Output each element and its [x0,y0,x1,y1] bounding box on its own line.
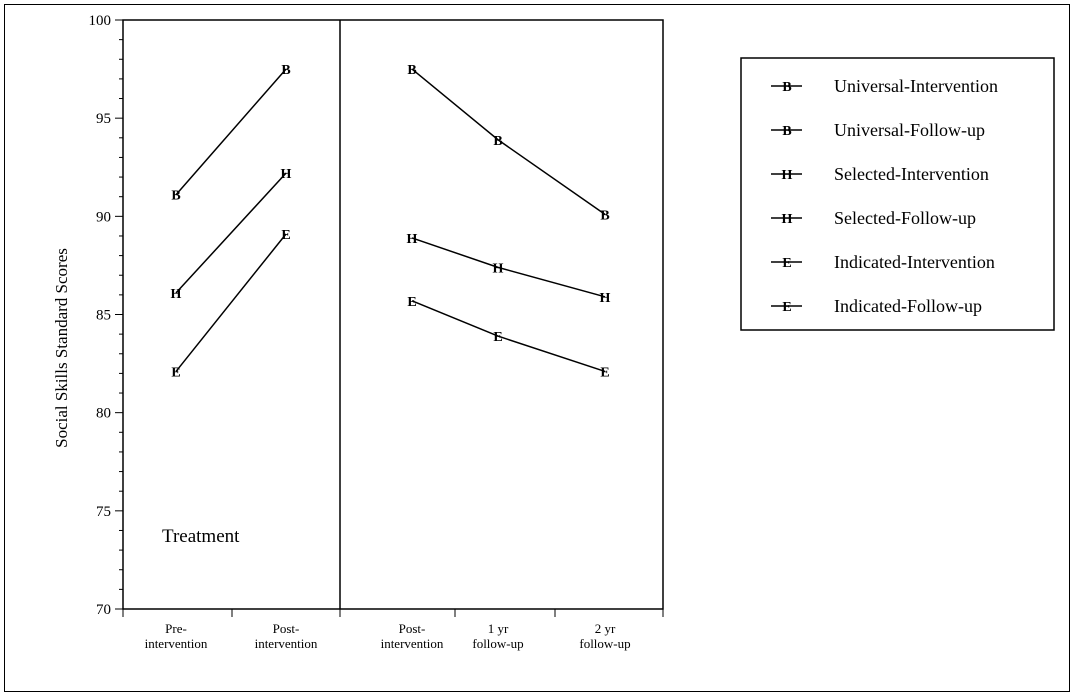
x-axis: Pre-interventionPost-interventionPost-in… [122,609,664,651]
data-point-marker: E [600,365,609,380]
y-tick-label: 90 [96,209,111,225]
data-point-marker: E [407,295,416,310]
y-axis: 70 75 80 85 90 95 100 [89,13,123,618]
legend-marker: E [782,256,791,271]
series-universal-follow-up: B B B [407,63,609,223]
data-point-marker: B [171,189,180,204]
series-line [411,300,606,373]
x-tick-label: intervention [381,636,444,651]
x-tick-label: intervention [255,636,318,651]
legend: B Universal-Intervention B Universal-Follow… [740,57,1055,331]
legend-label: Indicated-Intervention [834,252,995,272]
data-point-marker: H [281,167,292,182]
data-point-marker: B [493,134,502,149]
y-tick-label: 100 [89,13,112,29]
legend-marker: B [782,124,791,139]
series-indicated-intervention: EE [171,228,290,380]
x-tick-label: follow-up [579,636,630,651]
y-tick-label: 95 [96,111,111,127]
x-tick-label: Post- [399,621,426,636]
y-tick-label: 85 [96,308,111,324]
x-tick-label: 2 yr [595,621,616,636]
legend-marker: B [782,80,791,95]
treatment-annotation: Treatment [162,526,240,547]
x-tick-label: follow-up [472,636,523,651]
series-line [411,68,606,215]
series-line [175,68,287,196]
series-universal-intervention: BB [171,63,290,204]
data-point-marker: E [171,365,180,380]
legend-item: E Indicated-Follow-up [771,296,982,316]
series-line [411,237,606,298]
legend-label: Indicated-Follow-up [834,296,982,316]
series-selected-intervention: HH [171,167,292,302]
series-line [175,233,287,372]
legend-label: Universal-Follow-up [834,120,985,140]
legend-label: Selected-Follow-up [834,208,976,228]
legend-marker: E [782,300,791,315]
legend-item: H Selected-Follow-up [771,208,976,228]
legend-marker: H [782,212,793,227]
legend-label: Universal-Intervention [834,76,998,96]
data-point-marker: H [171,287,182,302]
y-tick-label: 75 [96,504,111,520]
series-selected-follow-up: H H H [407,232,611,306]
data-point-marker: H [407,232,418,247]
x-tick-label: Pre- [165,621,187,636]
x-tick-label: 1 yr [488,621,509,636]
y-axis-label: Social Skills Standard Scores [52,248,71,448]
data-point-marker: B [281,63,290,78]
y-tick-label: 80 [96,406,111,422]
x-tick-label: intervention [145,636,208,651]
data-point-marker: E [493,330,502,345]
legend-item: B Universal-Follow-up [771,120,985,140]
legend-label: Selected-Intervention [834,164,989,184]
data-point-marker: B [600,208,609,223]
legend-item: H Selected-Intervention [771,164,989,184]
data-point-marker: H [493,261,504,276]
y-tick-label: 70 [96,602,111,618]
legend-item: E Indicated-Intervention [771,252,995,272]
series-line [175,172,287,294]
plot-area [122,19,664,610]
data-point-marker: H [600,291,611,306]
series-indicated-follow-up: E E E [407,295,609,381]
legend-marker: H [782,168,793,183]
legend-item: B Universal-Intervention [771,76,998,96]
legend-box [740,57,1055,331]
data-point-marker: E [281,228,290,243]
plot-border [122,19,664,610]
data-point-marker: B [407,63,416,78]
x-tick-label: Post- [273,621,300,636]
